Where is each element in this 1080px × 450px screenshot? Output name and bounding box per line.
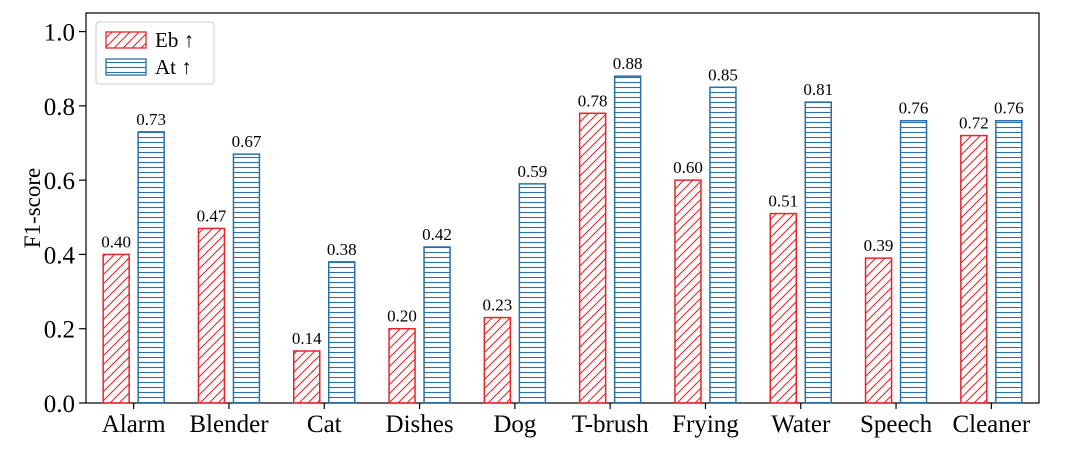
x-tick-label: Cat xyxy=(307,411,342,438)
bar-eb xyxy=(769,212,797,404)
y-axis-label: F1-score xyxy=(20,168,45,248)
y-tick-label: 0.6 xyxy=(44,168,75,195)
axes-frame xyxy=(85,12,1040,404)
bar-at xyxy=(232,153,261,404)
data-label: 0.38 xyxy=(327,240,357,259)
x-tick-label: Water xyxy=(771,411,831,438)
bar-eb xyxy=(197,227,226,404)
bar-eb xyxy=(960,134,988,404)
bar-eb xyxy=(102,253,130,404)
x-tick-label: Cleaner xyxy=(952,411,1030,438)
bars xyxy=(102,75,1023,404)
x-tick-label: Alarm xyxy=(102,411,166,438)
bar-at xyxy=(995,119,1023,404)
legend-swatch-eb xyxy=(105,31,147,49)
x-tick-label: Speech xyxy=(860,411,933,438)
bar-at xyxy=(137,131,165,404)
bar-at xyxy=(613,75,642,404)
y-tick-label: 0.8 xyxy=(44,94,75,121)
plot-area xyxy=(85,12,1040,404)
x-axis: Alarm Blender Cat Dishes Dog T-brush Frying Wat… xyxy=(102,403,1031,438)
data-label: 0.23 xyxy=(482,296,512,315)
data-label: 0.76 xyxy=(994,99,1024,118)
bar-eb xyxy=(483,316,512,404)
data-label: 0.76 xyxy=(899,99,929,118)
y-axis: 0.0 0.2 0.4 0.6 0.8 1.0 xyxy=(44,20,86,418)
bar-at xyxy=(423,246,451,404)
bar-at xyxy=(899,119,928,404)
data-label: 0.67 xyxy=(232,132,262,151)
bar-eb xyxy=(293,350,321,404)
data-label: 0.88 xyxy=(613,54,643,73)
data-label: 0.73 xyxy=(136,110,166,129)
data-label: 0.42 xyxy=(422,225,452,244)
bar-eb xyxy=(578,112,607,404)
legend-label-eb: Eb ↑ xyxy=(155,28,194,52)
legend-label-at: At ↑ xyxy=(155,55,192,79)
x-tick-label: T-brush xyxy=(572,411,649,438)
bar-at xyxy=(328,261,356,404)
data-label: 0.47 xyxy=(197,206,227,225)
bar-at xyxy=(709,86,737,404)
x-tick-label: Blender xyxy=(189,411,269,438)
x-tick-label: Dog xyxy=(493,411,537,438)
bar-eb xyxy=(864,257,893,404)
data-label: 0.59 xyxy=(517,162,547,181)
bar-at xyxy=(804,101,832,404)
x-tick-label: Frying xyxy=(672,411,739,438)
y-tick-label: 1.0 xyxy=(44,20,75,47)
bar-at xyxy=(518,183,547,404)
y-tick-label: 0.2 xyxy=(44,317,75,344)
data-label: 0.85 xyxy=(708,65,738,84)
legend: Eb ↑ At ↑ xyxy=(95,21,215,85)
y-tick-label: 0.0 xyxy=(44,391,75,418)
bar-eb xyxy=(388,327,416,404)
data-label: 0.14 xyxy=(292,329,322,348)
legend-swatch-at xyxy=(105,58,147,76)
data-label: 0.78 xyxy=(578,91,608,110)
data-label: 0.51 xyxy=(768,192,798,211)
data-label: 0.81 xyxy=(803,80,833,99)
bar-eb xyxy=(674,179,702,404)
data-label: 0.20 xyxy=(387,307,417,326)
value-labels: 0.40 0.73 0.47 0.67 0.14 0.38 0.20 0.42 0.23 0.59… xyxy=(101,54,1023,348)
data-label: 0.40 xyxy=(101,232,131,251)
data-label: 0.60 xyxy=(673,158,703,177)
data-label: 0.39 xyxy=(864,236,894,255)
x-tick-label: Dishes xyxy=(386,411,454,438)
data-label: 0.72 xyxy=(959,114,989,133)
y-tick-label: 0.4 xyxy=(44,242,76,269)
